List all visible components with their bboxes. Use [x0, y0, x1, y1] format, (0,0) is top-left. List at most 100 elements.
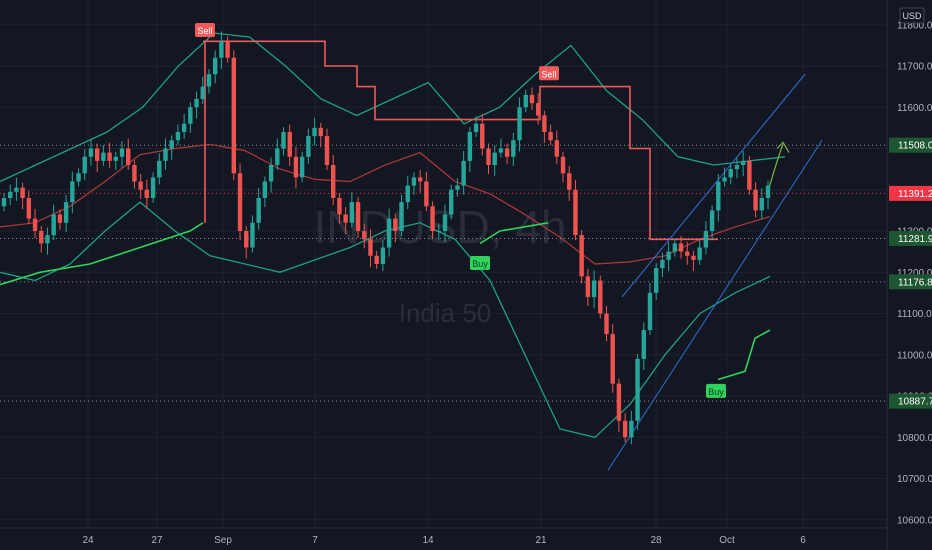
- price-level-tag[interactable]: [889, 185, 932, 201]
- candle-body[interactable]: [268, 165, 274, 182]
- candle-body[interactable]: [206, 74, 212, 87]
- candle-body[interactable]: [598, 280, 603, 314]
- candle-body[interactable]: [212, 57, 218, 75]
- candle-body[interactable]: [175, 132, 181, 141]
- candle-body[interactable]: [498, 148, 504, 153]
- candle-body[interactable]: [107, 152, 112, 161]
- candle-body[interactable]: [535, 103, 541, 116]
- candle-body[interactable]: [331, 165, 336, 198]
- candle-body[interactable]: [504, 148, 510, 157]
- candle-body[interactable]: [765, 185, 771, 198]
- candle-body[interactable]: [287, 132, 292, 157]
- candle-body[interactable]: [430, 206, 435, 231]
- candle-body[interactable]: [610, 334, 615, 384]
- candle-body[interactable]: [349, 202, 355, 223]
- candle-body[interactable]: [604, 313, 609, 335]
- candle-body[interactable]: [200, 86, 205, 99]
- candle-body[interactable]: [386, 218, 392, 248]
- candle-body[interactable]: [219, 41, 224, 58]
- candle-body[interactable]: [82, 156, 87, 174]
- price-level-tag[interactable]: [889, 393, 932, 409]
- candle-body[interactable]: [368, 239, 373, 256]
- candle-body[interactable]: [703, 231, 709, 248]
- candle-body[interactable]: [101, 152, 106, 161]
- candle-body[interactable]: [144, 189, 150, 198]
- candle-body[interactable]: [318, 127, 323, 137]
- candle-body[interactable]: [244, 231, 249, 248]
- candle-body[interactable]: [672, 243, 678, 252]
- price-level-tag[interactable]: [889, 230, 932, 246]
- candle-body[interactable]: [293, 156, 299, 178]
- candle-body[interactable]: [1, 198, 7, 207]
- candle-body[interactable]: [666, 251, 671, 260]
- candle-body[interactable]: [554, 140, 560, 157]
- candle-body[interactable]: [697, 247, 702, 260]
- candle-body[interactable]: [275, 148, 280, 166]
- candle-body[interactable]: [132, 165, 137, 182]
- candle-body[interactable]: [181, 123, 187, 132]
- currency-badge[interactable]: USD: [899, 7, 925, 24]
- candle-body[interactable]: [355, 202, 361, 231]
- candle-body[interactable]: [467, 132, 473, 161]
- candle-body[interactable]: [231, 57, 237, 174]
- candle-body[interactable]: [306, 136, 311, 157]
- candle-body[interactable]: [417, 177, 423, 182]
- candle-body[interactable]: [169, 140, 174, 149]
- candle-body[interactable]: [250, 222, 255, 248]
- candle-body[interactable]: [734, 165, 740, 170]
- candle-body[interactable]: [511, 140, 516, 157]
- candle-body[interactable]: [57, 214, 63, 223]
- time-axis[interactable]: 24 27 Sep 7 14 21 28 Oct 6: [0, 527, 887, 546]
- candle-body[interactable]: [299, 156, 305, 178]
- candle-body[interactable]: [76, 173, 81, 182]
- candle-body[interactable]: [442, 214, 448, 232]
- candle-body[interactable]: [523, 94, 528, 108]
- candle-body[interactable]: [622, 420, 628, 438]
- candle-body[interactable]: [8, 191, 13, 198]
- candle-body[interactable]: [585, 276, 591, 297]
- candle-body[interactable]: [740, 160, 746, 165]
- projection-arrow-head[interactable]: [776, 141, 790, 153]
- candle-body[interactable]: [641, 330, 646, 359]
- candle-body[interactable]: [635, 358, 640, 421]
- price-axis[interactable]: 11800.011700.011600.011500.011400.011300…: [886, 0, 932, 550]
- candle-body[interactable]: [188, 107, 193, 124]
- candle-body[interactable]: [393, 218, 398, 231]
- candle-body[interactable]: [374, 255, 379, 264]
- candle-body[interactable]: [150, 177, 156, 198]
- candle-body[interactable]: [678, 243, 684, 252]
- candle-body[interactable]: [728, 169, 733, 178]
- candle-body[interactable]: [138, 181, 143, 190]
- candle-body[interactable]: [26, 198, 32, 219]
- candle-body[interactable]: [722, 177, 727, 182]
- candle-body[interactable]: [39, 231, 44, 244]
- candle-body[interactable]: [380, 247, 386, 265]
- candle-body[interactable]: [70, 181, 75, 203]
- candle-body[interactable]: [312, 127, 317, 137]
- candle-body[interactable]: [362, 231, 367, 240]
- candle-body[interactable]: [119, 148, 125, 157]
- candle-body[interactable]: [529, 94, 535, 104]
- candle-body[interactable]: [716, 181, 721, 211]
- candle-body[interactable]: [94, 148, 100, 161]
- candle-body[interactable]: [324, 136, 330, 165]
- candle-body[interactable]: [405, 185, 410, 203]
- candle-body[interactable]: [262, 181, 268, 199]
- candle-body[interactable]: [653, 268, 659, 293]
- candle-body[interactable]: [548, 132, 553, 141]
- candle-body[interactable]: [691, 255, 696, 260]
- candle-body[interactable]: [343, 214, 348, 223]
- candle-body[interactable]: [51, 214, 56, 236]
- candles[interactable]: [1, 31, 771, 445]
- channel-lower-line[interactable]: [607, 139, 823, 471]
- candle-body[interactable]: [616, 383, 622, 421]
- candle-body[interactable]: [113, 156, 119, 161]
- candle-body[interactable]: [157, 160, 162, 178]
- candle-body[interactable]: [88, 148, 94, 157]
- candle-body[interactable]: [455, 185, 460, 190]
- candle-body[interactable]: [14, 187, 19, 192]
- candle-body[interactable]: [281, 132, 286, 149]
- candle-body[interactable]: [337, 198, 342, 215]
